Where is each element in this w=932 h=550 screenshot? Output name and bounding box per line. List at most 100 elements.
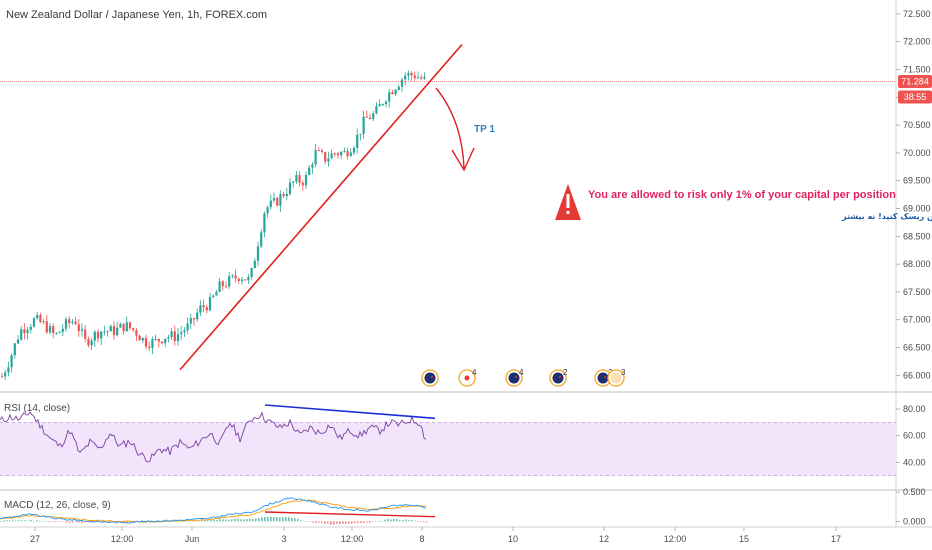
candle-body	[324, 152, 327, 162]
candle-body	[122, 323, 125, 332]
candle-body	[4, 372, 7, 377]
chart-title: New Zealand Dollar / Japanese Yen, 1h, F…	[6, 9, 267, 21]
candle-body	[301, 182, 304, 186]
macd-histogram-bar	[342, 521, 344, 524]
macd-histogram-bar	[303, 520, 305, 522]
macd-histogram-bar	[57, 521, 59, 522]
candle-body	[196, 312, 199, 320]
macd-histogram-bar	[42, 520, 44, 522]
trendline[interactable]	[179, 43, 463, 371]
macd-histogram-bar	[96, 521, 98, 523]
time-tick-label: 27	[30, 534, 40, 544]
nz-flag-star	[559, 376, 561, 378]
macd-label: MACD (12, 26, close, 9)	[4, 500, 111, 511]
macd-histogram-bar	[366, 521, 368, 523]
candle-body	[352, 147, 356, 153]
macd-histogram-bar	[36, 520, 38, 522]
nz-flag-star	[604, 376, 606, 378]
candle-body	[266, 207, 269, 214]
candle-body	[116, 327, 119, 336]
macd-histogram-bar	[327, 521, 329, 524]
candle-body	[36, 314, 39, 319]
generic-event-icon[interactable]: 3	[607, 368, 626, 387]
candle-body	[109, 325, 112, 332]
candle-body	[151, 339, 154, 348]
badge-count: 2	[563, 368, 568, 377]
rsi-divergence-line[interactable]	[264, 404, 436, 420]
nz-flag-star	[515, 376, 517, 378]
macd-histogram-bar	[144, 520, 146, 522]
candle-body	[311, 164, 314, 168]
macd-histogram-bar	[375, 521, 377, 522]
macd-histogram-bar	[258, 518, 260, 522]
macd-histogram-bar	[393, 519, 395, 522]
nz-flag-disc	[597, 372, 609, 384]
candle-body	[132, 328, 135, 330]
price-tick-label: 72.500	[903, 9, 931, 19]
time-tick-label: 12	[599, 534, 609, 544]
rsi-tick-label: 40.00	[903, 457, 926, 467]
macd-histogram-bar	[231, 519, 233, 522]
jp-flag-icon[interactable]: 4	[458, 368, 477, 387]
candle-body	[272, 198, 276, 201]
candles-group	[0, 70, 426, 380]
candle-body	[16, 339, 20, 344]
macd-histogram-bar	[321, 521, 323, 523]
candle-body	[189, 317, 192, 324]
candle-body	[260, 232, 263, 247]
macd-histogram-bar	[357, 521, 359, 524]
candle-body	[77, 324, 80, 331]
candle-body	[13, 343, 16, 356]
macd-histogram-bar	[330, 521, 332, 525]
macd-histogram-bar	[243, 519, 245, 522]
nz-flag-icon[interactable]	[421, 369, 439, 387]
candle-body	[0, 376, 4, 378]
macd-histogram-bar	[270, 516, 272, 522]
macd-histogram-bar	[18, 520, 20, 522]
macd-histogram-bar	[390, 519, 392, 522]
macd-divergence-line[interactable]	[264, 511, 436, 518]
candle-body	[215, 292, 218, 296]
macd-histogram-bar	[426, 521, 428, 523]
price-tick-label: 67.000	[903, 315, 931, 325]
macd-histogram-bar	[39, 520, 41, 522]
macd-histogram-bar	[12, 520, 14, 522]
price-tick-label: 66.500	[903, 343, 931, 353]
nz-flag-icon[interactable]: 2	[549, 368, 568, 387]
macd-histogram-bar	[387, 519, 389, 522]
candle-body	[269, 200, 272, 208]
candle-body	[381, 104, 384, 106]
badge-count: 4	[519, 368, 524, 377]
macd-histogram-bar	[399, 520, 401, 522]
candle-body	[205, 307, 208, 311]
rsi-tick-label: 80.00	[903, 404, 926, 414]
macd-histogram-bar	[69, 521, 71, 523]
candle-body	[349, 152, 352, 157]
macd-histogram-bar	[213, 519, 215, 522]
time-tick-label: 10	[508, 534, 518, 544]
candle-body	[336, 153, 340, 156]
price-tick-label: 72.000	[903, 37, 931, 47]
macd-histogram-bar	[189, 520, 191, 522]
candle-body	[404, 75, 407, 80]
macd-histogram-bar	[81, 521, 83, 524]
macd-histogram-bar	[210, 520, 212, 522]
candle-body	[407, 72, 410, 76]
candle-body	[45, 321, 48, 333]
candle-body	[148, 346, 151, 348]
macd-histogram-bar	[348, 521, 350, 524]
macd-histogram-bar	[63, 521, 65, 522]
candle-body	[180, 332, 183, 335]
nz-flag-icon[interactable]: 4	[505, 368, 524, 387]
macd-histogram-bar	[384, 519, 386, 522]
candle-body	[61, 328, 64, 332]
candle-body	[256, 246, 260, 261]
candle-body	[320, 150, 324, 153]
candle-body	[26, 329, 29, 334]
macd-histogram-bar	[372, 521, 374, 522]
tp-arrow[interactable]	[435, 87, 475, 172]
candle-body	[330, 153, 333, 159]
macd-histogram-bar	[33, 520, 35, 522]
candle-body	[317, 150, 320, 152]
